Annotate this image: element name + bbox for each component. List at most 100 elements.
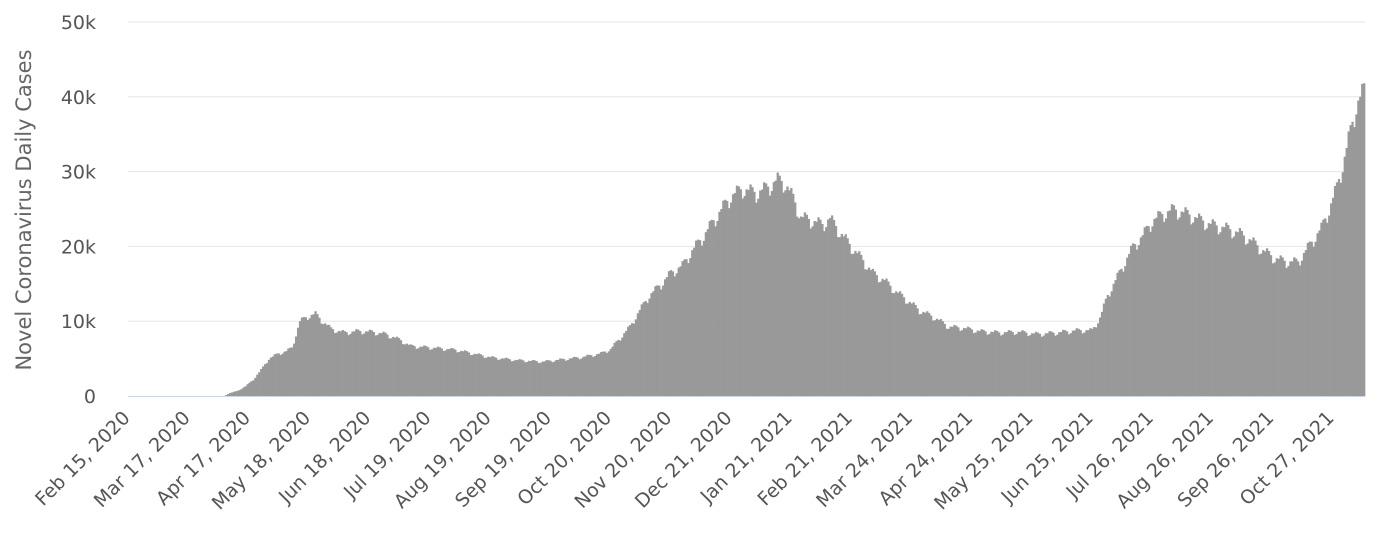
daily-case-bar [493, 356, 496, 396]
daily-case-bar [485, 357, 488, 396]
y-axis-ticks: 0 10k 20k 30k 40k 50k [61, 12, 96, 408]
daily-case-bar [1198, 213, 1201, 396]
daily-case-bar [248, 382, 251, 396]
daily-case-bar [663, 279, 667, 396]
daily-case-bar [850, 253, 853, 396]
daily-case-bar [277, 353, 280, 396]
daily-case-bar [1083, 332, 1086, 396]
daily-case-bar [390, 338, 393, 396]
daily-case-bar [362, 333, 366, 396]
daily-case-bar [706, 229, 709, 396]
daily-case-bar [1151, 226, 1154, 396]
daily-case-bar [792, 193, 795, 396]
daily-case-bar [1205, 228, 1209, 396]
daily-case-bar [673, 276, 676, 396]
daily-case-bar [425, 346, 428, 396]
y-tick-label: 50k [61, 12, 96, 34]
daily-case-bar [1244, 244, 1247, 396]
daily-case-bar [483, 357, 486, 396]
daily-case-bar [1052, 332, 1055, 396]
daily-case-bar [1293, 257, 1296, 396]
daily-case-bar [498, 359, 502, 396]
daily-case-bar [1174, 209, 1177, 396]
daily-case-bar [361, 334, 364, 396]
daily-case-bar [1056, 334, 1059, 396]
daily-case-bar [1279, 255, 1282, 396]
daily-case-bar [590, 355, 593, 396]
daily-case-bar [1118, 270, 1121, 396]
daily-case-bar [1060, 331, 1063, 396]
daily-case-bar [1091, 328, 1094, 396]
daily-case-bar [298, 321, 302, 396]
daily-case-bar [1326, 222, 1329, 396]
daily-case-bar [671, 271, 675, 396]
daily-case-bar [712, 220, 715, 396]
daily-case-bar [869, 270, 873, 396]
daily-case-bar [1353, 127, 1356, 396]
daily-case-bar [943, 323, 946, 396]
daily-case-bar [1298, 265, 1302, 396]
daily-case-bar [735, 185, 739, 396]
daily-case-bar [510, 361, 513, 396]
daily-case-bar [446, 348, 449, 396]
bar-series [225, 83, 1366, 397]
daily-case-bar [1250, 240, 1253, 396]
daily-case-bar [1180, 211, 1183, 396]
daily-case-bar [444, 350, 447, 396]
daily-case-bar [405, 343, 408, 396]
daily-case-bar [1304, 250, 1308, 396]
daily-case-bar [821, 223, 824, 396]
daily-case-bar [535, 361, 539, 396]
daily-case-bar [904, 303, 908, 396]
daily-case-bar [473, 353, 476, 396]
daily-case-bar [1166, 211, 1170, 396]
daily-case-bar [926, 311, 929, 396]
daily-case-bar [832, 219, 836, 396]
daily-case-bar [458, 352, 461, 396]
daily-case-bar [539, 362, 542, 396]
daily-case-bar [953, 324, 956, 396]
daily-case-bar [463, 350, 467, 396]
daily-case-bar [281, 353, 284, 396]
daily-case-bar [1093, 327, 1096, 396]
daily-case-bar [421, 346, 424, 396]
daily-case-bar [267, 359, 271, 396]
daily-case-bar [766, 186, 770, 396]
daily-case-bar [597, 353, 601, 396]
daily-case-bar [1256, 245, 1259, 396]
daily-case-bar [662, 285, 665, 396]
daily-case-bar [1015, 334, 1018, 396]
daily-case-bar [733, 193, 737, 396]
daily-case-bar [265, 363, 269, 396]
daily-case-bar [1027, 335, 1030, 396]
daily-case-bar [852, 253, 855, 396]
daily-case-bar [902, 297, 906, 396]
daily-case-bar [914, 304, 917, 396]
daily-case-bar [487, 356, 490, 396]
daily-case-bar [811, 226, 814, 396]
daily-case-bar [856, 253, 859, 396]
daily-case-bar [1267, 251, 1271, 396]
daily-case-bar [1328, 215, 1331, 396]
daily-case-bar [337, 330, 341, 396]
daily-case-bar [759, 190, 762, 396]
daily-case-bar [951, 326, 954, 396]
daily-case-bar [1310, 241, 1313, 396]
daily-case-bar [469, 355, 473, 396]
daily-case-bar [549, 360, 552, 396]
daily-case-bar [865, 269, 869, 396]
daily-case-bar [1203, 230, 1207, 396]
daily-case-bar [710, 219, 713, 396]
daily-case-bar [1231, 238, 1234, 396]
daily-case-bar [355, 329, 358, 396]
daily-case-bar [683, 259, 686, 396]
daily-case-bar [479, 354, 482, 396]
daily-case-bar [289, 347, 292, 396]
daily-case-bar [324, 323, 327, 396]
daily-case-bar [817, 217, 820, 396]
daily-case-bar [877, 282, 880, 396]
daily-case-bar [656, 285, 659, 396]
daily-case-bar [263, 364, 267, 396]
daily-case-bar [652, 291, 655, 396]
